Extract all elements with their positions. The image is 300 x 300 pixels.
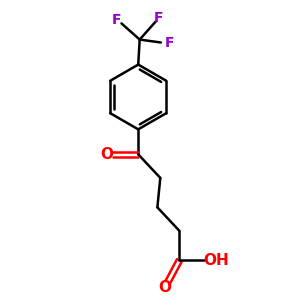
Text: O: O [100, 147, 113, 162]
Text: OH: OH [203, 253, 229, 268]
Text: F: F [111, 14, 121, 27]
Text: F: F [154, 11, 164, 25]
Text: F: F [164, 35, 174, 50]
Text: O: O [158, 280, 171, 295]
